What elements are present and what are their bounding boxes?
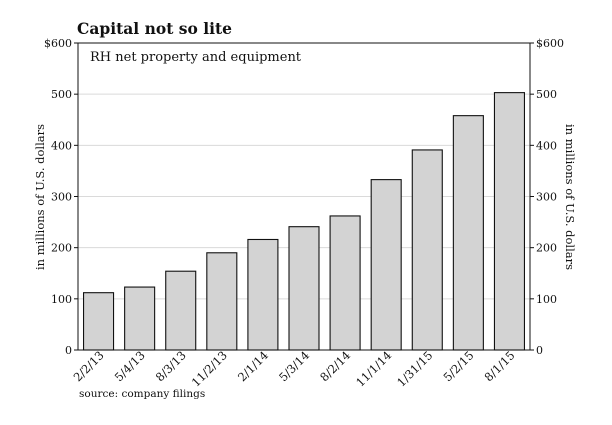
bar bbox=[124, 286, 156, 351]
bar bbox=[493, 92, 526, 351]
right-y-tick-label: 200 bbox=[536, 242, 557, 255]
right-y-tick-label: 300 bbox=[536, 191, 557, 204]
left-y-tick-label: 100 bbox=[51, 293, 72, 306]
left-y-tick-label: $600 bbox=[44, 37, 72, 50]
bars bbox=[82, 92, 526, 351]
left-y-axis-label: in millions of U.S. dollars bbox=[33, 124, 47, 270]
x-category-label: 2/2/13 bbox=[71, 348, 107, 384]
left-y-tick-label: 0 bbox=[65, 344, 72, 357]
right-y-tick-label: 500 bbox=[536, 88, 557, 101]
right-y-tick-label: 400 bbox=[536, 139, 557, 152]
right-y-tick-label: 100 bbox=[536, 293, 557, 306]
left-y-tick-label: 200 bbox=[51, 242, 72, 255]
x-category-label: 5/4/13 bbox=[112, 348, 148, 384]
x-category-label: 2/1/14 bbox=[235, 348, 271, 384]
source-note: source: company filings bbox=[79, 388, 205, 400]
x-category-label: 8/2/14 bbox=[317, 348, 353, 384]
x-category-label: 8/3/13 bbox=[153, 348, 189, 384]
x-category-label: 11/2/13 bbox=[189, 348, 230, 389]
x-category-label: 11/1/14 bbox=[353, 348, 394, 389]
bar bbox=[370, 179, 402, 351]
left-y-tick-label: 400 bbox=[51, 139, 72, 152]
x-axis-category-labels: 2/2/13 5/4/13 8/3/13 11/2/13 2/1/14 5/3/14 8/2… bbox=[71, 348, 518, 389]
chart-subtitle: RH net property and equipment bbox=[90, 50, 302, 65]
bar bbox=[288, 226, 320, 351]
right-y-axis-label: in millions of U.S. dollars bbox=[563, 124, 577, 270]
x-category-label: 5/2/15 bbox=[440, 348, 476, 384]
bar bbox=[165, 270, 197, 351]
left-y-tick-label: 300 bbox=[51, 191, 72, 204]
bar bbox=[329, 215, 361, 351]
bar bbox=[411, 149, 443, 351]
bar bbox=[452, 115, 484, 351]
x-category-label: 1/31/15 bbox=[394, 348, 435, 389]
left-y-tick-label: 500 bbox=[51, 88, 72, 101]
left-y-axis-ticks: $600 500 400 300 200 100 0 bbox=[44, 37, 78, 357]
right-y-tick-label: 0 bbox=[536, 344, 543, 357]
chart-title: Capital not so lite bbox=[77, 19, 232, 38]
x-category-label: 8/1/15 bbox=[482, 348, 518, 384]
right-y-axis-ticks: $600 500 400 300 200 100 0 bbox=[530, 37, 564, 357]
x-category-label: 5/3/14 bbox=[276, 348, 312, 384]
bar bbox=[206, 252, 238, 351]
bar bbox=[247, 238, 279, 351]
right-y-tick-label: $600 bbox=[536, 37, 564, 50]
bar bbox=[82, 292, 115, 351]
